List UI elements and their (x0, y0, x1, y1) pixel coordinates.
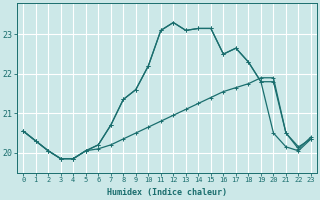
X-axis label: Humidex (Indice chaleur): Humidex (Indice chaleur) (107, 188, 227, 197)
